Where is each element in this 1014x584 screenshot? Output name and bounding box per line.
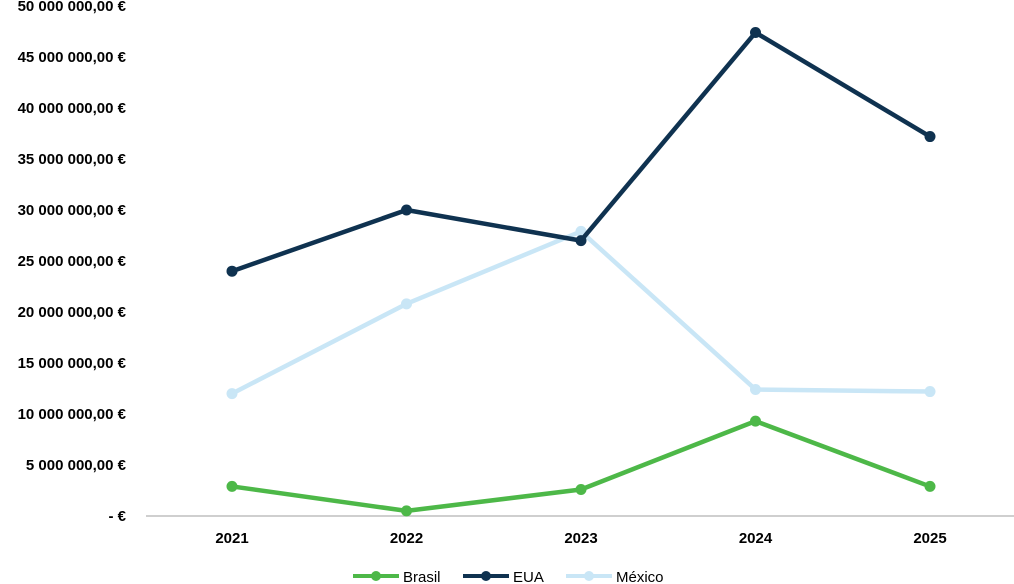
y-axis-tick-labels: - € 5 000 000,00 € 10 000 000,00 € 15 000 0… (18, 0, 127, 525)
series-brasil (226, 415, 936, 517)
y-tick-label: 20 000 000,00 € (18, 304, 127, 321)
data-point (575, 235, 587, 247)
data-point (924, 386, 936, 398)
legend: Brasil EUA México (353, 569, 664, 584)
y-tick-label: 30 000 000,00 € (18, 202, 127, 219)
y-tick-label: 10 000 000,00 € (18, 406, 127, 423)
series-line (229, 229, 933, 396)
y-tick-label: 45 000 000,00 € (18, 49, 127, 66)
data-point (401, 204, 412, 216)
legend-item-brasil: Brasil (353, 569, 441, 584)
y-tick-label: 50 000 000,00 € (18, 0, 127, 15)
y-tick-label: 25 000 000,00 € (18, 253, 127, 270)
data-point (575, 483, 587, 495)
x-tick-label: 2021 (215, 530, 248, 547)
legend-item-eua: EUA (463, 569, 544, 584)
x-tick-label: 2025 (913, 530, 946, 547)
data-point (401, 298, 412, 310)
legend-label: México (616, 569, 664, 584)
y-tick-label: 35 000 000,00 € (18, 151, 127, 168)
x-axis-tick-labels: 2021 2022 2023 2024 2025 (215, 530, 946, 547)
legend-item-mxico: México (566, 569, 664, 584)
series-line (229, 418, 933, 514)
data-point (401, 505, 412, 517)
data-point (924, 480, 936, 492)
legend-swatch-marker (371, 571, 381, 581)
x-tick-label: 2023 (564, 530, 597, 547)
series-layer (226, 27, 936, 517)
data-point (750, 415, 761, 427)
y-tick-label: 15 000 000,00 € (18, 355, 127, 372)
y-tick-label: 5 000 000,00 € (26, 457, 127, 474)
y-tick-label: 40 000 000,00 € (18, 100, 127, 117)
data-point (226, 265, 238, 277)
data-point (750, 384, 761, 396)
data-point (750, 27, 761, 39)
legend-label: EUA (513, 569, 544, 584)
x-tick-label: 2024 (739, 530, 773, 547)
legend-swatch-marker (584, 571, 594, 581)
series-eua (226, 27, 936, 277)
y-tick-label: - € (108, 508, 126, 525)
legend-swatch-marker (481, 571, 491, 581)
series-mxico (226, 225, 936, 400)
data-point (924, 131, 936, 143)
data-point (226, 388, 238, 400)
x-tick-label: 2022 (390, 530, 423, 547)
data-point (226, 480, 238, 492)
legend-label: Brasil (403, 569, 441, 584)
